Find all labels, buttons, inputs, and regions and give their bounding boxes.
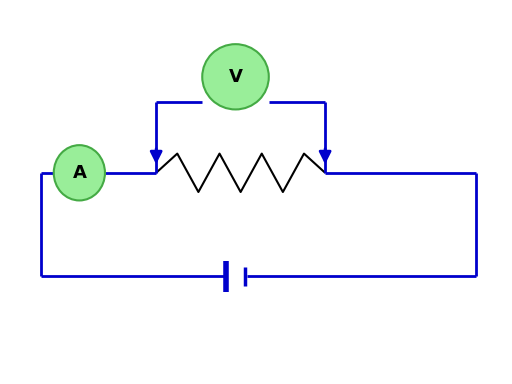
Ellipse shape xyxy=(54,145,105,200)
Text: V: V xyxy=(228,68,243,86)
Text: A: A xyxy=(72,164,87,182)
Ellipse shape xyxy=(202,44,269,109)
